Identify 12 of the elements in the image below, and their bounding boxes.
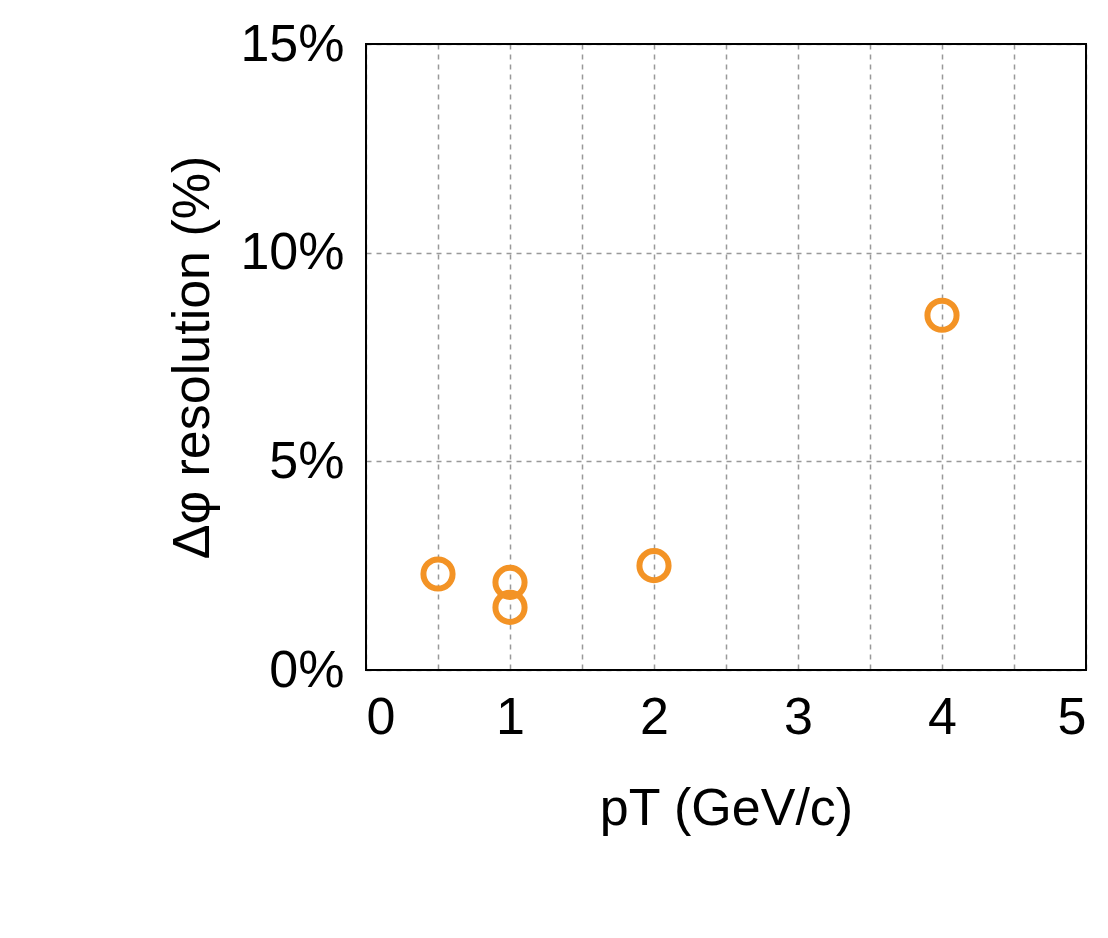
x-tick-label: 0 xyxy=(366,686,396,745)
x-axis-title: pT (GeV/c) xyxy=(599,777,854,836)
y-tick-label: 15% xyxy=(240,13,345,72)
y-tick-label: 5% xyxy=(269,430,345,489)
x-tick-label: 1 xyxy=(496,686,525,745)
x-tick-label: 5 xyxy=(1057,686,1087,745)
y-tick-label: 0% xyxy=(269,639,345,698)
y-axis-title: Δφ resolution (%) xyxy=(162,155,221,560)
x-tick-label: 4 xyxy=(928,686,957,745)
x-tick-label: 3 xyxy=(784,686,813,745)
x-tick-label: 2 xyxy=(640,686,669,745)
y-tick-label: 10% xyxy=(240,222,345,281)
